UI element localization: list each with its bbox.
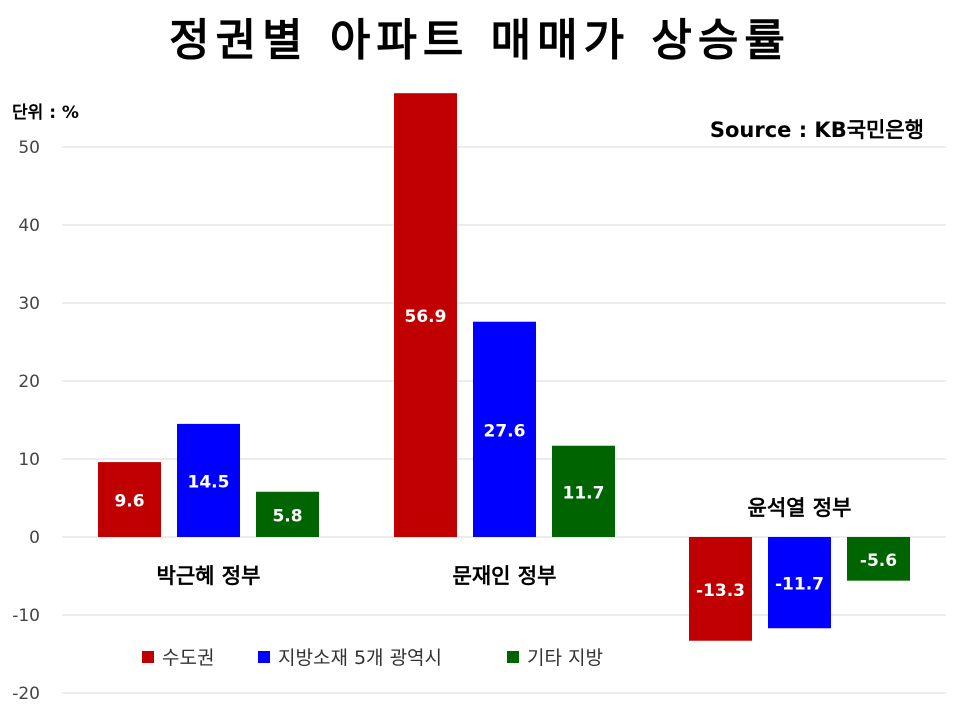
y-axis-ticks: 50 40 30 20 10 0 -10 -20 xyxy=(12,138,40,704)
source-label: Source : KB국민은행 xyxy=(709,118,924,142)
legend-swatch xyxy=(142,651,154,663)
data-label: -11.7 xyxy=(775,575,824,595)
category-label: 윤석열 정부 xyxy=(748,496,852,520)
chart-title: 정권별 아파트 매매가 상승률 xyxy=(169,15,791,66)
legend-swatch xyxy=(258,651,270,663)
legend: 수도권 지방소재 5개 광역시 기타 지방 xyxy=(142,647,603,669)
category-label: 박근혜 정부 xyxy=(157,564,261,588)
y-tick-label: 10 xyxy=(18,450,40,470)
data-label: 11.7 xyxy=(563,483,605,503)
y-tick-label: 40 xyxy=(18,216,40,236)
category-label: 문재인 정부 xyxy=(453,564,557,588)
category-labels: 박근혜 정부 문재인 정부 윤석열 정부 xyxy=(157,496,852,588)
unit-label: 단위 : % xyxy=(12,103,79,123)
y-tick-label: -10 xyxy=(12,606,40,626)
y-tick-label: 50 xyxy=(18,138,40,158)
data-label: 14.5 xyxy=(188,472,230,492)
data-label: 5.8 xyxy=(272,506,302,526)
bars xyxy=(98,93,910,641)
data-label: 27.6 xyxy=(484,421,526,441)
bar xyxy=(256,491,319,537)
legend-label: 지방소재 5개 광역시 xyxy=(278,647,442,669)
bar xyxy=(768,537,831,629)
y-tick-label: 20 xyxy=(18,372,40,392)
data-label: 56.9 xyxy=(405,307,447,327)
legend-label: 기타 지방 xyxy=(527,647,603,669)
legend-swatch xyxy=(507,651,519,663)
data-label: 9.6 xyxy=(114,492,144,512)
bar xyxy=(394,93,457,538)
bar xyxy=(177,423,240,537)
y-tick-label: 0 xyxy=(29,528,40,548)
bar xyxy=(473,321,536,537)
bar xyxy=(98,462,161,537)
bar xyxy=(689,537,752,641)
data-label: -5.6 xyxy=(860,551,897,571)
data-label: -13.3 xyxy=(696,581,745,601)
data-labels: 9.6 14.5 5.8 56.9 27.6 11.7 -13.3 -11.7 -5.6 xyxy=(114,307,897,601)
y-tick-label: -20 xyxy=(12,684,40,704)
y-tick-label: 30 xyxy=(18,294,40,314)
bar xyxy=(847,537,910,581)
bar xyxy=(552,445,615,537)
legend-label: 수도권 xyxy=(162,647,214,669)
